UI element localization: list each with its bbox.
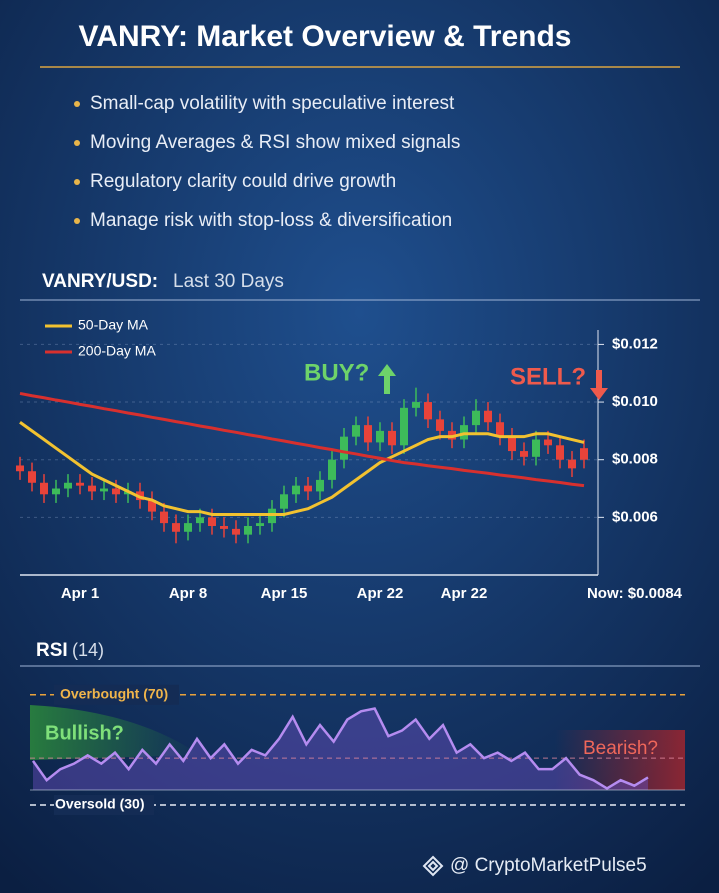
chart-title: VANRY/USD: <box>42 271 158 292</box>
candle-body <box>160 511 168 524</box>
x-tick-label: Apr 22 <box>441 585 488 602</box>
candle-body <box>196 517 204 524</box>
sell-annotation: SELL? <box>510 363 586 390</box>
bullet-dot <box>74 218 80 224</box>
candle-body <box>16 465 24 472</box>
chart-subtitle: (14) <box>72 640 104 660</box>
candle-body <box>328 459 336 480</box>
bearish-annotation: Bearish? <box>583 738 658 759</box>
candle-body <box>532 439 540 457</box>
chart-subtitle: Last 30 Days <box>173 271 284 292</box>
watermark-text: @ CryptoMarketPulse5 <box>450 855 647 876</box>
bullish-zone <box>30 705 200 760</box>
y-tick-label: $0.010 <box>612 393 658 410</box>
bullet-text: Moving Averages & RSI show mixed signals <box>90 132 460 153</box>
reference-label: Oversold (30) <box>55 796 144 812</box>
candle-body <box>556 445 564 460</box>
y-tick-label: $0.012 <box>612 335 658 352</box>
candle-body <box>88 485 96 492</box>
candle-body <box>484 410 492 423</box>
bullet-list: Small-cap volatility with speculative in… <box>74 93 460 231</box>
moving-average-line <box>19 421 585 516</box>
candle-body <box>100 488 108 492</box>
reference-label-bg <box>54 684 179 705</box>
candle-body <box>280 494 288 509</box>
candle-body <box>316 479 324 492</box>
candle-body <box>580 448 588 460</box>
candle-body <box>292 485 300 495</box>
bullet-text: Small-cap volatility with speculative in… <box>90 93 455 114</box>
candle-body <box>424 402 432 420</box>
legend-label: 50-Day MA <box>78 317 149 333</box>
candle-body <box>208 517 216 526</box>
candle-body <box>148 500 156 512</box>
candle-body <box>472 410 480 426</box>
reference-label-bg <box>54 794 154 815</box>
candle-body <box>340 436 348 460</box>
candle-body <box>40 482 48 495</box>
candle-body <box>388 430 396 446</box>
moving-average-line <box>19 391 585 488</box>
candle-body <box>184 523 192 532</box>
candle-body <box>256 523 264 526</box>
watermark <box>422 855 444 877</box>
reference-label: Overbought (70) <box>60 685 168 701</box>
rsi-chart: RSI (14) Overbought (70) Oversold (30) Bulli… <box>30 640 685 815</box>
watermark-icon <box>422 855 444 877</box>
y-tick-label: $0.008 <box>612 451 658 468</box>
candle-body <box>364 425 372 443</box>
candle-body <box>244 526 252 535</box>
sell-arrow <box>590 370 608 400</box>
candle-body <box>220 526 228 529</box>
candle-body <box>568 459 576 469</box>
bullet-dot <box>74 101 80 107</box>
bullet-text: Regulatory clarity could drive growth <box>90 171 396 192</box>
candle-body <box>436 419 444 431</box>
candle-body <box>76 482 84 486</box>
buy-arrow <box>378 364 396 394</box>
price-chart: VANRY/USD: Last 30 Days $0.006 $0.008 $0.010… <box>16 271 683 602</box>
bullish-annotation: Bullish? <box>45 722 124 744</box>
candle-body <box>508 436 516 452</box>
x-tick-label: Apr 15 <box>261 585 308 602</box>
x-tick-label: Apr 22 <box>357 585 404 602</box>
candle-body <box>64 482 72 489</box>
bullet-text: Manage risk with stop-loss & diversifica… <box>90 210 452 231</box>
candle-body <box>412 402 420 408</box>
chart-title: RSI <box>36 640 68 661</box>
current-price-label: Now: $0.0084 <box>587 585 683 602</box>
candle-body <box>496 422 504 437</box>
rsi-area <box>33 708 648 790</box>
x-tick-label: Apr 8 <box>169 585 207 602</box>
candle-body <box>304 485 312 492</box>
title: VANRY: Market Overview & Trends <box>79 20 572 53</box>
candle-body <box>400 407 408 446</box>
candle-body <box>352 425 360 437</box>
candle-body <box>544 439 552 446</box>
candle-body <box>52 488 60 495</box>
candle-body <box>520 451 528 457</box>
candle-body <box>232 528 240 535</box>
x-tick-label: Apr 1 <box>61 585 99 602</box>
candle-body <box>172 523 180 532</box>
legend-label: 200-Day MA <box>78 343 156 359</box>
rsi-line <box>31 707 649 790</box>
y-tick-label: $0.006 <box>612 508 658 525</box>
buy-annotation: BUY? <box>304 359 369 386</box>
candle-body <box>376 430 384 443</box>
candle-body <box>28 471 36 483</box>
bullet-dot <box>74 179 80 185</box>
bullet-dot <box>74 140 80 146</box>
candle-body <box>112 488 120 495</box>
